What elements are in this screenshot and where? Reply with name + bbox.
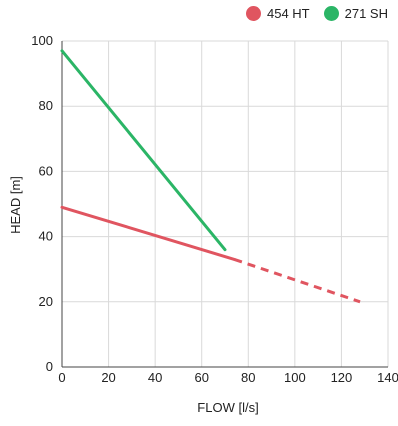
y-tick-label-100: 100 <box>31 33 53 48</box>
y-tick-label-80: 80 <box>39 98 53 113</box>
legend-swatch-271-sh <box>323 6 339 21</box>
legend-swatch-454-ht <box>245 6 261 21</box>
grid <box>62 40 389 367</box>
x-tick-label-20: 20 <box>101 370 115 385</box>
legend-item-271-sh[interactable]: 271 SH <box>323 6 388 21</box>
y-tick-label-0: 0 <box>46 359 53 374</box>
x-tick-label-80: 80 <box>241 370 255 385</box>
legend-item-454-ht[interactable]: 454 HT <box>245 6 310 21</box>
series-layer <box>60 49 361 304</box>
y-axis-label: HEAD [m] <box>8 176 23 234</box>
x-tick-label-0: 0 <box>58 370 65 385</box>
tick-labels: 0 20 40 60 80 100 120 140 0 20 40 60 80 100 <box>31 33 398 385</box>
x-tick-label-60: 60 <box>194 370 208 385</box>
legend-label-454-ht: 454 HT <box>266 6 310 21</box>
legend: 454 HT 271 SH <box>245 6 388 21</box>
series-line-454-ht <box>60 205 236 261</box>
series-line-271-sh <box>60 49 227 252</box>
x-tick-label-40: 40 <box>148 370 162 385</box>
y-tick-label-40: 40 <box>39 229 53 244</box>
x-axis-label: FLOW [l/s] <box>197 400 258 415</box>
legend-label-271-sh: 271 SH <box>344 6 388 21</box>
y-tick-label-20: 20 <box>39 294 53 309</box>
x-tick-label-100: 100 <box>284 370 306 385</box>
axes <box>61 41 388 368</box>
y-tick-label-60: 60 <box>39 163 53 178</box>
x-tick-label-120: 120 <box>331 370 353 385</box>
x-tick-label-140: 140 <box>377 370 398 385</box>
